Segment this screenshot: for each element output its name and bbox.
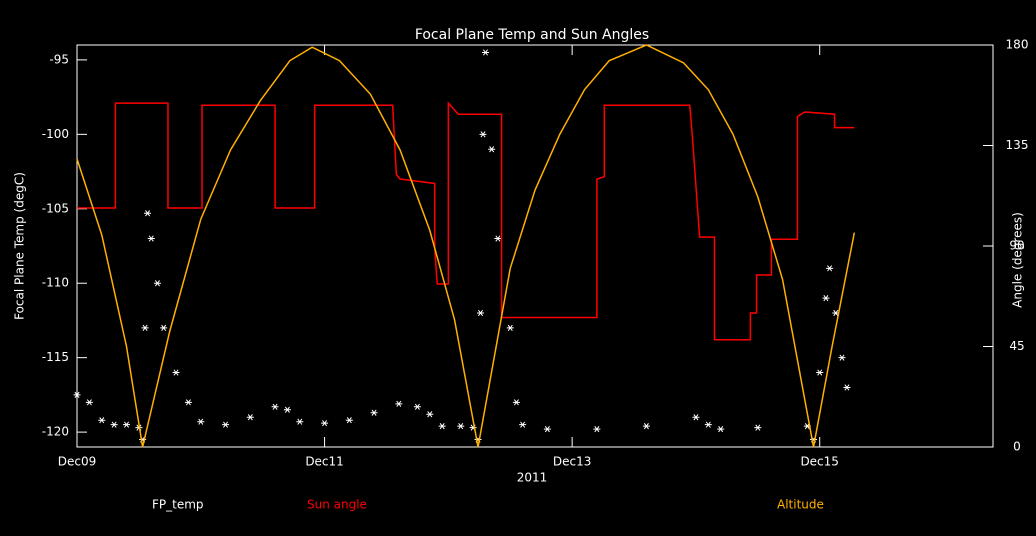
temp-marker [283,406,291,413]
y2-tick-label: 135 [1006,138,1029,152]
y-tick-label: -105 [42,201,69,215]
temp-marker [246,414,254,421]
temp-marker [477,309,485,317]
temp-marker [73,391,81,398]
legend-label: Sun angle [307,498,367,512]
temp-marker [479,131,487,138]
temp-marker [98,417,106,424]
temp-marker [519,421,527,428]
x-tick-label: Dec15 [800,455,839,469]
temp-marker [345,417,353,424]
y2-tick-label: 90 [1009,239,1024,253]
temp-marker [692,414,700,421]
y2-tick-label: 0 [1013,440,1021,454]
temp-marker [271,403,279,410]
temp-marker [506,324,514,331]
temp-marker [144,210,152,217]
temp-marker [642,423,650,430]
chart-title: Focal Plane Temp and Sun Angles [415,27,649,43]
x-tick-label: Dec09 [58,455,97,469]
y2-axis-title: Angle (degrees) [1011,212,1025,308]
x-tick-label: Dec11 [305,455,344,469]
y2-tick-label: 45 [1009,339,1024,353]
temp-marker [593,426,601,433]
temp-marker [296,418,304,425]
temp-marker [395,400,403,407]
temp-marker [704,421,712,428]
y-tick-label: -100 [42,127,69,141]
temp-marker [826,265,834,272]
temp-marker [370,409,378,416]
y-tick-label: -110 [42,276,69,290]
temp-marker [147,235,155,242]
y2-tick-label: 180 [1006,38,1029,52]
y-tick-label: -120 [42,425,69,439]
temp-marker [141,324,149,331]
temp-marker [494,235,502,242]
temp-marker [717,426,725,433]
x-tick-label: Dec13 [553,455,592,469]
legend-label: Altitude [777,498,824,512]
temp-marker [184,399,192,406]
temp-marker [481,49,489,56]
x-axis-title: 2011 [517,471,548,485]
temp-marker [843,384,851,391]
temp-marker [123,421,131,428]
temp-marker [426,411,434,418]
temp-marker [413,403,421,410]
temp-marker [110,421,118,428]
temp-marker [457,423,465,430]
temp-marker [222,421,230,428]
temp-marker [321,420,329,427]
temp-marker [488,146,496,153]
y-axis-title: Focal Plane Temp (degC) [13,172,27,320]
temp-marker [543,426,551,433]
temp-marker [172,369,180,376]
temp-marker [838,354,846,361]
y-tick-label: -115 [42,350,69,364]
y-tick-label: -95 [49,52,69,66]
temp-marker [160,324,168,331]
temp-marker [754,424,762,431]
temp-marker [153,280,161,287]
temp-marker [822,295,830,302]
temp-marker [197,418,205,425]
temp-marker [816,369,824,376]
series-line [76,44,856,448]
legend-label: FP_temp [152,498,204,512]
temp-marker [438,423,446,430]
temp-marker [85,399,93,406]
temp-marker [512,399,520,406]
